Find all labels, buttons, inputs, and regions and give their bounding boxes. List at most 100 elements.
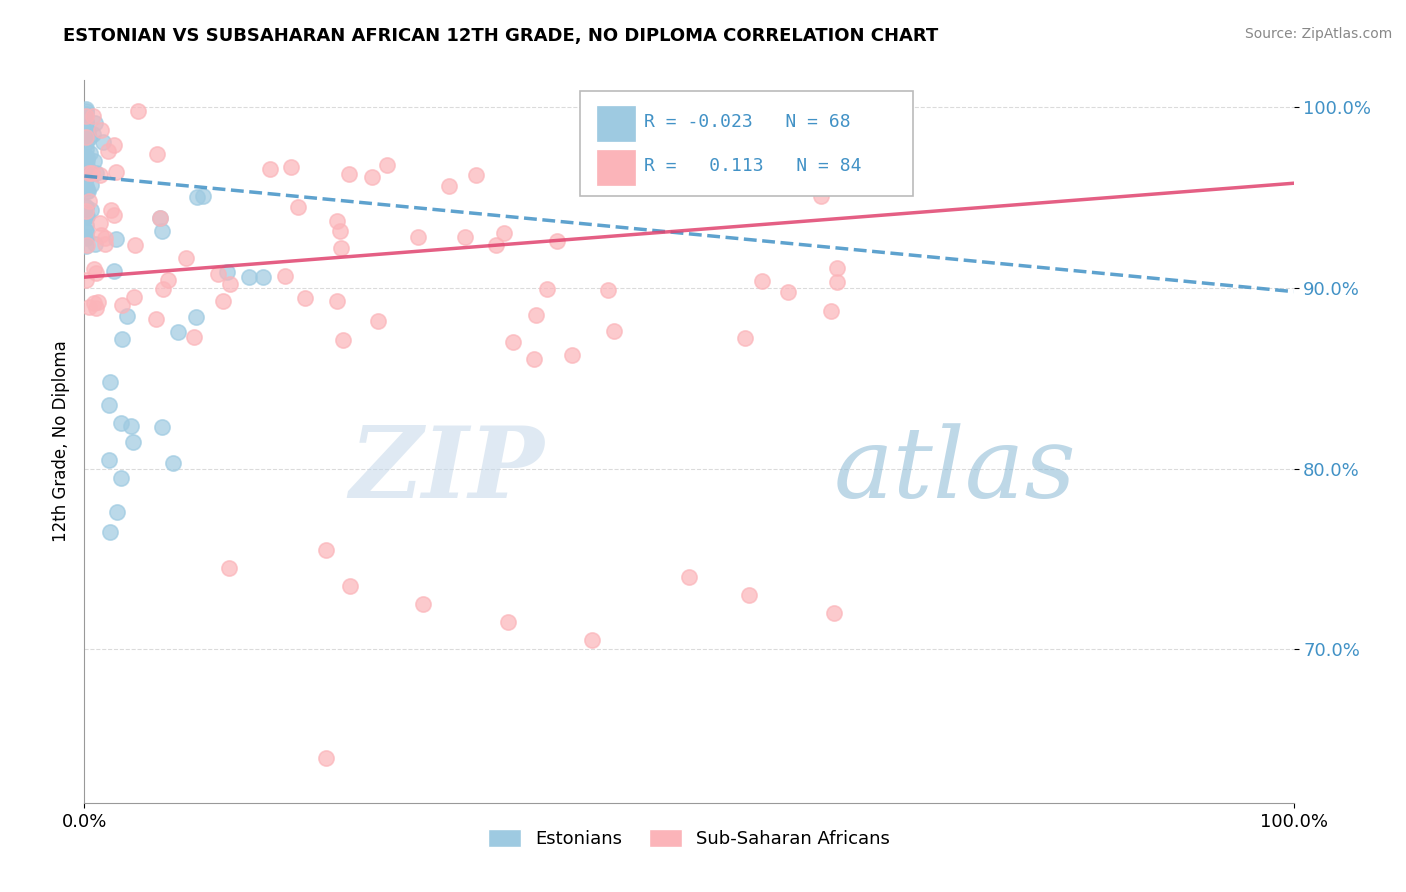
- Point: [75, 201, 97, 215]
- Point: [751, 275, 773, 289]
- Point: [77, 194, 100, 208]
- Point: [496, 615, 519, 630]
- Point: [218, 561, 240, 575]
- Point: [191, 188, 214, 202]
- Point: [100, 376, 122, 390]
- Point: [82, 109, 104, 123]
- Point: [75, 207, 97, 221]
- Point: [87, 295, 110, 310]
- Point: [75, 115, 97, 129]
- Point: [315, 542, 337, 557]
- Point: [259, 162, 281, 177]
- Point: [100, 202, 122, 217]
- Point: [111, 298, 134, 312]
- Point: [75, 122, 97, 136]
- Point: [375, 158, 398, 172]
- Point: [84, 267, 107, 281]
- Point: [75, 230, 97, 244]
- Point: [110, 417, 132, 431]
- Point: [367, 314, 389, 328]
- Point: [82, 127, 104, 141]
- Point: [75, 204, 97, 219]
- Point: [406, 229, 429, 244]
- Point: [75, 170, 97, 185]
- Point: [104, 231, 127, 245]
- Point: [76, 153, 98, 167]
- Point: [75, 178, 97, 193]
- Point: [294, 292, 316, 306]
- Point: [332, 334, 354, 348]
- Point: [89, 216, 111, 230]
- Point: [127, 103, 149, 118]
- Point: [734, 331, 756, 345]
- Point: [186, 190, 208, 204]
- Point: [212, 294, 235, 309]
- Point: [273, 268, 295, 283]
- Point: [287, 200, 309, 214]
- Point: [90, 227, 112, 242]
- Point: [90, 123, 112, 137]
- Text: ESTONIAN VS SUBSAHARAN AFRICAN 12TH GRADE, NO DIPLOMA CORRELATION CHART: ESTONIAN VS SUBSAHARAN AFRICAN 12TH GRAD…: [63, 27, 939, 45]
- Point: [75, 107, 97, 121]
- Point: [111, 332, 134, 346]
- Point: [218, 277, 240, 291]
- Point: [325, 293, 347, 308]
- Point: [77, 131, 100, 145]
- Point: [75, 109, 97, 123]
- Point: [77, 300, 100, 314]
- Point: [83, 236, 105, 251]
- Point: [97, 452, 120, 467]
- Point: [122, 290, 145, 304]
- Point: [76, 159, 98, 173]
- Point: [76, 150, 98, 164]
- Point: [75, 180, 97, 194]
- Point: [75, 161, 97, 175]
- Point: [97, 398, 120, 412]
- Point: [105, 505, 128, 519]
- Y-axis label: 12th Grade, No Diploma: 12th Grade, No Diploma: [52, 341, 70, 542]
- Point: [174, 251, 197, 265]
- Point: [412, 597, 434, 611]
- Point: [464, 168, 486, 182]
- Point: [437, 179, 460, 194]
- Point: [75, 124, 97, 138]
- Point: [156, 273, 179, 287]
- Point: [827, 276, 849, 290]
- Point: [561, 348, 583, 362]
- Point: [738, 588, 761, 602]
- Point: [152, 282, 174, 296]
- Point: [80, 166, 103, 180]
- Point: [83, 262, 105, 277]
- Point: [103, 137, 125, 152]
- Point: [823, 606, 845, 620]
- Point: [80, 202, 103, 217]
- FancyBboxPatch shape: [598, 150, 634, 185]
- Point: [76, 209, 98, 223]
- Point: [84, 301, 107, 315]
- Point: [485, 238, 508, 252]
- Point: [360, 169, 382, 184]
- Point: [337, 167, 360, 181]
- Point: [91, 135, 114, 149]
- Point: [146, 147, 169, 161]
- Point: [83, 296, 105, 310]
- Point: [162, 456, 184, 470]
- Point: [186, 310, 208, 324]
- Point: [89, 169, 111, 183]
- Text: ZIP: ZIP: [349, 422, 544, 518]
- Point: [596, 283, 619, 297]
- Point: [76, 237, 98, 252]
- Point: [280, 160, 302, 174]
- Point: [315, 750, 337, 764]
- Point: [454, 230, 477, 244]
- Point: [523, 352, 546, 367]
- Point: [825, 260, 848, 275]
- Point: [75, 152, 97, 166]
- Point: [75, 159, 97, 173]
- Point: [252, 269, 274, 284]
- Point: [76, 184, 98, 198]
- Point: [183, 329, 205, 343]
- Point: [75, 218, 97, 232]
- Point: [115, 309, 138, 323]
- Point: [75, 104, 97, 119]
